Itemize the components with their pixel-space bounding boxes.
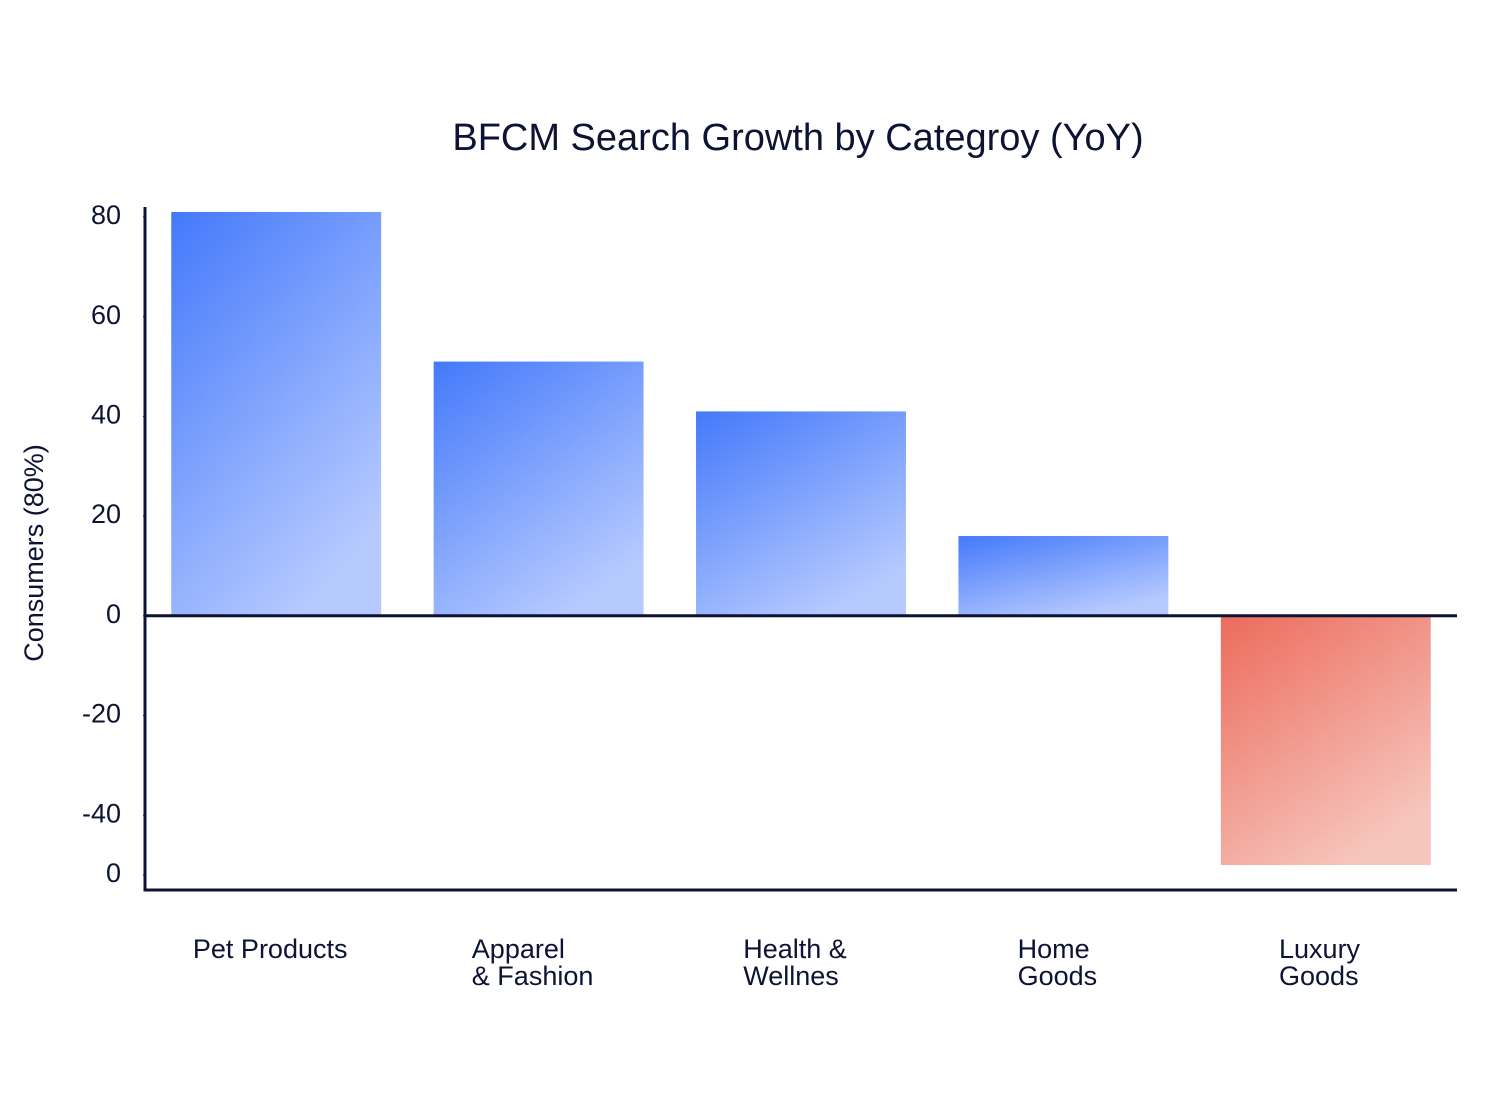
- bar: [1220, 615, 1431, 866]
- y-axis-title: Consumers (80%): [19, 444, 49, 662]
- y-tick-label: 0: [106, 599, 121, 629]
- x-tick-label: Luxury Goods: [1279, 934, 1361, 991]
- bar: [696, 411, 906, 616]
- x-tick-label: Pet Products: [193, 934, 348, 964]
- y-tick-label: 20: [91, 499, 121, 529]
- x-tick-label: Health & Wellnes: [743, 934, 847, 991]
- y-tick-label: 40: [91, 400, 121, 430]
- x-tick-label: Home Goods: [1018, 934, 1098, 991]
- x-tick-label: Apparel & Fashion: [472, 934, 594, 991]
- bar: [171, 211, 382, 616]
- y-tick-label: 60: [91, 300, 121, 330]
- bar: [958, 536, 1169, 616]
- y-tick-label: -40: [82, 798, 121, 828]
- y-tick-label: -20: [82, 699, 121, 729]
- bar: [433, 361, 644, 616]
- chart-title: BFCM Search Growth by Categroy (YoY): [452, 117, 1143, 159]
- y-tick-label: 80: [91, 200, 121, 230]
- y-tick-label: 0: [106, 858, 121, 888]
